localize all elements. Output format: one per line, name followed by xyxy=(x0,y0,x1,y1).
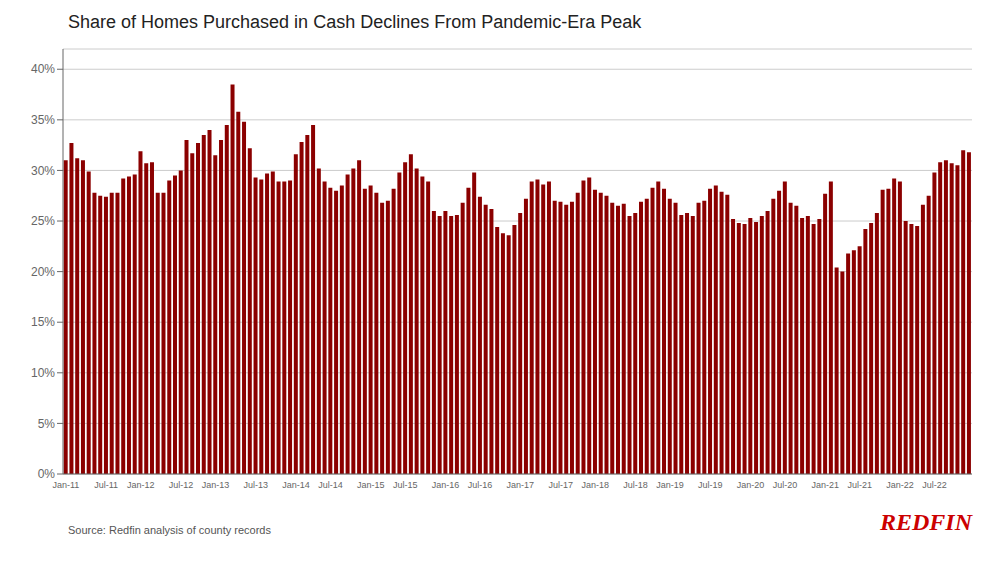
svg-text:Jul-17: Jul-17 xyxy=(548,480,573,490)
svg-text:Jan-21: Jan-21 xyxy=(812,480,840,490)
svg-text:25%: 25% xyxy=(31,214,55,228)
svg-text:35%: 35% xyxy=(31,113,55,127)
svg-text:Jul-14: Jul-14 xyxy=(318,480,343,490)
svg-text:Jul-15: Jul-15 xyxy=(393,480,418,490)
svg-text:15%: 15% xyxy=(31,315,55,329)
html-text:Source: Redfin analysis of cou: Source: Redfin analysis of county record… xyxy=(68,524,271,536)
svg-text:20%: 20% xyxy=(31,265,55,279)
svg-text:30%: 30% xyxy=(31,164,55,178)
svg-text:Jan-13: Jan-13 xyxy=(202,480,230,490)
svg-text:Jul-22: Jul-22 xyxy=(922,480,947,490)
svg-text:Jul-16: Jul-16 xyxy=(468,480,493,490)
svg-text:Jul-12: Jul-12 xyxy=(169,480,194,490)
svg-text:10%: 10% xyxy=(31,366,55,380)
svg-text:Jan-15: Jan-15 xyxy=(357,480,385,490)
svg-text:Jan-17: Jan-17 xyxy=(507,480,535,490)
svg-text:Jul-20: Jul-20 xyxy=(773,480,798,490)
svg-text:Jan-14: Jan-14 xyxy=(282,480,310,490)
svg-text:Jan-20: Jan-20 xyxy=(737,480,765,490)
svg-text:5%: 5% xyxy=(38,417,56,431)
svg-text:Jul-18: Jul-18 xyxy=(623,480,648,490)
svg-text:0%: 0% xyxy=(38,467,56,481)
svg-text:Jan-22: Jan-22 xyxy=(886,480,914,490)
svg-text:40%: 40% xyxy=(31,62,55,76)
html-text:Share of Homes Purchased in Ca: Share of Homes Purchased in Cash Decline… xyxy=(68,12,642,32)
svg-text:Jul-13: Jul-13 xyxy=(243,480,268,490)
svg-text:Jan-16: Jan-16 xyxy=(432,480,460,490)
svg-text:Jan-12: Jan-12 xyxy=(127,480,155,490)
svg-text:Jan-19: Jan-19 xyxy=(656,480,684,490)
svg-text:Jul-11: Jul-11 xyxy=(94,480,118,490)
svg-text:Jul-21: Jul-21 xyxy=(848,480,873,490)
svg-text:Jan-18: Jan-18 xyxy=(581,480,609,490)
html-text:REDFIN: REDFIN xyxy=(880,509,972,535)
svg-text:Jul-19: Jul-19 xyxy=(698,480,723,490)
svg-text:Jan-11: Jan-11 xyxy=(52,480,79,490)
